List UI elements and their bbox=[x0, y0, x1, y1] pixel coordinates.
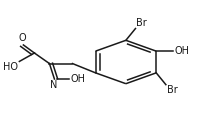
Text: N: N bbox=[50, 80, 57, 90]
Text: OH: OH bbox=[173, 46, 188, 56]
Text: Br: Br bbox=[166, 85, 177, 95]
Text: HO: HO bbox=[3, 62, 18, 72]
Text: OH: OH bbox=[70, 74, 85, 84]
Text: O: O bbox=[18, 33, 26, 44]
Text: Br: Br bbox=[136, 18, 146, 28]
